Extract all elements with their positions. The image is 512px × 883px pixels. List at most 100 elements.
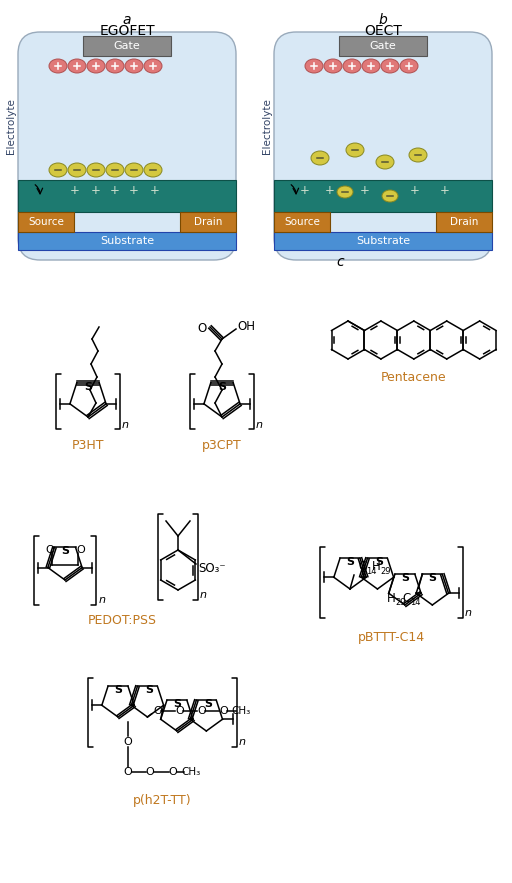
Text: 29: 29 <box>395 598 406 607</box>
Ellipse shape <box>362 59 380 73</box>
FancyBboxPatch shape <box>18 32 236 260</box>
Text: S: S <box>401 573 409 584</box>
Text: n: n <box>122 420 129 430</box>
Text: Gate: Gate <box>370 41 396 51</box>
Ellipse shape <box>346 143 364 157</box>
Text: a: a <box>123 13 131 27</box>
Text: S: S <box>346 557 354 567</box>
Text: S: S <box>84 381 92 392</box>
Text: C: C <box>358 561 366 573</box>
Text: S: S <box>61 547 69 556</box>
Text: O: O <box>219 706 228 716</box>
Bar <box>18 212 74 232</box>
Text: +: + <box>300 184 310 197</box>
Text: Substrate: Substrate <box>356 236 410 246</box>
Bar <box>18 180 236 212</box>
Text: +: + <box>110 184 120 197</box>
Text: 29: 29 <box>380 567 391 576</box>
Text: OH: OH <box>237 321 255 334</box>
Text: Gate: Gate <box>114 41 140 51</box>
Text: S: S <box>145 685 154 695</box>
Ellipse shape <box>87 163 105 177</box>
Ellipse shape <box>305 59 323 73</box>
Text: n: n <box>464 608 472 618</box>
Ellipse shape <box>125 59 143 73</box>
Text: O: O <box>197 322 207 336</box>
Text: O: O <box>175 706 184 716</box>
Text: OECT: OECT <box>364 24 402 38</box>
Ellipse shape <box>343 59 361 73</box>
Bar <box>274 212 330 232</box>
Ellipse shape <box>125 163 143 177</box>
Ellipse shape <box>144 59 162 73</box>
Text: +: + <box>440 184 450 197</box>
Ellipse shape <box>68 163 86 177</box>
Ellipse shape <box>87 59 105 73</box>
Text: PEDOT:PSS: PEDOT:PSS <box>88 614 157 627</box>
Text: Pentacene: Pentacene <box>381 371 446 384</box>
Text: EGOFET: EGOFET <box>99 24 155 38</box>
Text: Electrolyte: Electrolyte <box>6 98 16 154</box>
Bar <box>18 232 236 250</box>
Ellipse shape <box>311 151 329 165</box>
Text: H: H <box>388 592 396 605</box>
Ellipse shape <box>144 163 162 177</box>
Text: +: + <box>129 184 139 197</box>
Text: S: S <box>375 557 383 567</box>
Text: O: O <box>168 767 177 777</box>
Bar <box>339 36 427 56</box>
Ellipse shape <box>409 148 427 162</box>
Text: O: O <box>123 737 133 747</box>
Ellipse shape <box>106 59 124 73</box>
Text: S: S <box>204 699 212 709</box>
Text: CH₃: CH₃ <box>181 767 201 777</box>
Text: +: + <box>410 184 420 197</box>
Text: S: S <box>114 685 122 695</box>
Text: n: n <box>98 595 105 605</box>
Bar <box>180 212 236 232</box>
FancyBboxPatch shape <box>274 32 492 260</box>
Ellipse shape <box>400 59 418 73</box>
Text: Drain: Drain <box>194 217 222 227</box>
Text: Source: Source <box>28 217 64 227</box>
Bar <box>274 232 492 250</box>
Text: n: n <box>256 420 263 430</box>
Bar <box>436 212 492 232</box>
Text: O: O <box>153 706 162 716</box>
Text: +: + <box>150 184 160 197</box>
Text: n: n <box>200 590 207 600</box>
Text: p(h2T-TT): p(h2T-TT) <box>133 794 191 807</box>
Ellipse shape <box>381 59 399 73</box>
Text: +: + <box>91 184 101 197</box>
Text: 14: 14 <box>410 598 421 607</box>
Text: O: O <box>145 767 155 777</box>
Ellipse shape <box>376 155 394 169</box>
Text: CH₃: CH₃ <box>232 706 251 716</box>
Text: +: + <box>325 184 335 197</box>
Text: pBTTT-C14: pBTTT-C14 <box>357 631 425 644</box>
Text: O: O <box>45 546 54 555</box>
Text: SO₃⁻: SO₃⁻ <box>198 562 226 575</box>
Bar <box>274 180 492 212</box>
Text: +: + <box>360 184 370 197</box>
Text: Substrate: Substrate <box>100 236 154 246</box>
Text: S: S <box>429 573 436 584</box>
Text: S: S <box>173 699 181 709</box>
Text: O: O <box>197 706 206 716</box>
Text: S: S <box>218 381 226 392</box>
Text: +: + <box>70 184 80 197</box>
Text: O: O <box>76 546 85 555</box>
Text: Drain: Drain <box>450 217 478 227</box>
Text: Source: Source <box>284 217 320 227</box>
Text: P3HT: P3HT <box>72 439 104 452</box>
Text: O: O <box>123 767 133 777</box>
Text: b: b <box>379 13 388 27</box>
Ellipse shape <box>49 59 67 73</box>
Text: Electrolyte: Electrolyte <box>262 98 272 154</box>
Text: C: C <box>402 592 411 605</box>
Bar <box>83 36 171 56</box>
Ellipse shape <box>382 190 398 202</box>
Text: c: c <box>336 255 344 269</box>
Ellipse shape <box>49 163 67 177</box>
Text: H: H <box>372 561 381 573</box>
